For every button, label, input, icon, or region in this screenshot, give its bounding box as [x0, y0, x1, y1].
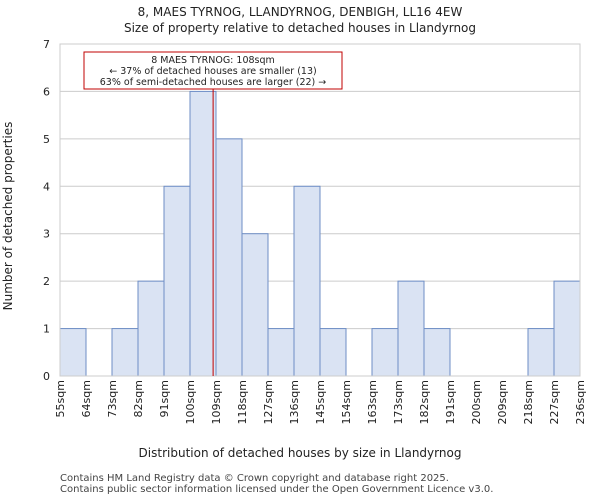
- histogram-bar: [163, 185, 191, 377]
- x-tick-label: 191sqm: [444, 380, 457, 424]
- y-axis-label: Number of detached properties: [1, 122, 15, 311]
- histogram-bar: [397, 280, 425, 377]
- x-tick-label: 109sqm: [210, 380, 223, 424]
- histogram-bar: [189, 90, 217, 377]
- x-tick-label: 55sqm: [54, 380, 67, 417]
- x-tick-label: 236sqm: [574, 380, 587, 424]
- chart-title-block: 8, MAES TYRNOG, LLANDYRNOG, DENBIGH, LL1…: [0, 4, 600, 36]
- y-tick-label: 4: [43, 180, 50, 193]
- histogram-bar: [423, 328, 451, 377]
- x-tick-label: 145sqm: [314, 380, 327, 424]
- x-tick-label: 218sqm: [522, 380, 535, 424]
- x-tick-label: 118sqm: [236, 380, 249, 424]
- x-tick-label: 182sqm: [418, 380, 431, 424]
- annotation-box: [83, 51, 343, 90]
- x-tick-label: 136sqm: [288, 380, 301, 424]
- plot-area-frame: [59, 43, 581, 377]
- chart-title: 8, MAES TYRNOG, LLANDYRNOG, DENBIGH, LL1…: [137, 5, 463, 19]
- annotation-line-1: 8 MAES TYRNOG: 108sqm: [151, 55, 275, 66]
- histogram-bar: [527, 328, 555, 377]
- footer: Contains HM Land Registry data © Crown c…: [60, 473, 493, 495]
- histogram-bar: [371, 328, 399, 377]
- histogram-bar: [137, 280, 165, 377]
- x-tick-label: 91sqm: [158, 380, 171, 417]
- y-tick-label: 1: [43, 323, 50, 336]
- histogram-bar: [293, 185, 321, 377]
- footer-line-2: Contains public sector information licen…: [60, 484, 494, 495]
- x-tick-label: 173sqm: [392, 380, 405, 424]
- x-tick-label: 200sqm: [470, 380, 483, 424]
- histogram-bar: [553, 280, 581, 377]
- chart-subtitle: Size of property relative to detached ho…: [123, 21, 477, 35]
- x-tick-label: 163sqm: [366, 380, 379, 424]
- x-tick-label: 154sqm: [340, 380, 353, 424]
- histogram-bar: [319, 328, 347, 377]
- y-tick-label: 2: [43, 275, 50, 288]
- x-tick-label: 227sqm: [548, 380, 561, 424]
- y-tick-label: 0: [43, 370, 50, 383]
- x-axis-ticks: 55sqm 64sqm 73sqm 82sqm 91sqm 100sqm 109sqm 118…: [54, 380, 587, 424]
- bars: [59, 90, 581, 377]
- histogram-bar: [59, 328, 87, 377]
- annotation-line-2: ← 37% of detached houses are smaller (13…: [109, 66, 316, 77]
- y-axis-ticks: 0 1 2 3 4 5 6 7: [43, 38, 50, 383]
- x-axis-label: Distribution of detached houses by size …: [139, 446, 462, 460]
- histogram-bar: [111, 328, 139, 377]
- marker-annotation: 8 MAES TYRNOG: 108sqm ← 37% of detached …: [83, 51, 343, 90]
- y-tick-label: 3: [43, 228, 50, 241]
- x-tick-label: 127sqm: [262, 380, 275, 424]
- x-tick-label: 209sqm: [496, 380, 509, 424]
- histogram-bar: [241, 233, 269, 377]
- footer-line-1: Contains HM Land Registry data © Crown c…: [60, 473, 449, 484]
- annotation-line-3: 63% of semi-detached houses are larger (…: [100, 77, 327, 88]
- y-tick-label: 6: [43, 85, 50, 98]
- x-tick-label: 82sqm: [132, 380, 145, 417]
- x-tick-label: 64sqm: [80, 380, 93, 417]
- y-tick-label: 7: [43, 38, 50, 51]
- histogram-bar: [267, 328, 295, 377]
- histogram-bar: [215, 138, 243, 377]
- x-tick-label: 73sqm: [106, 380, 119, 417]
- y-tick-label: 5: [43, 133, 50, 146]
- x-tick-label: 100sqm: [184, 380, 197, 424]
